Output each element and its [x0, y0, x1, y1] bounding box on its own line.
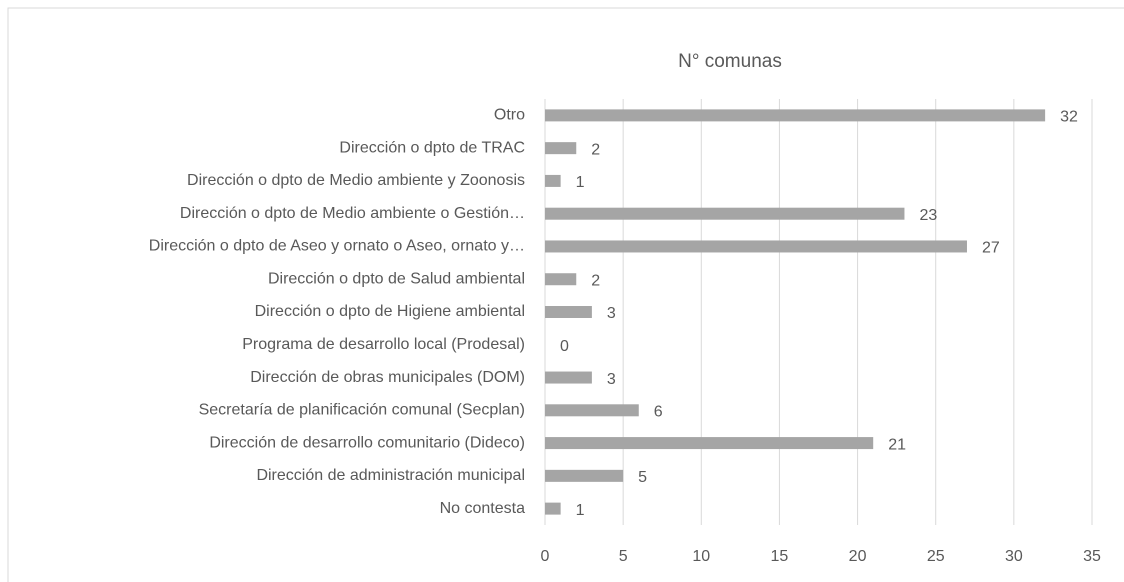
y-tick-label: Otro — [494, 107, 525, 124]
x-tick-label: 35 — [1083, 548, 1101, 565]
data-label: 21 — [888, 436, 906, 453]
bar — [545, 371, 592, 384]
x-tick-label: 20 — [849, 548, 867, 565]
bar — [545, 469, 624, 482]
y-tick-label: Secretaría de planificación comunal (Sec… — [199, 402, 525, 419]
data-label: 2 — [591, 141, 600, 158]
data-label: 32 — [1060, 109, 1078, 126]
x-tick-label: 25 — [927, 548, 945, 565]
bar — [545, 273, 577, 286]
y-tick-label: Dirección o dpto de TRAC — [339, 139, 525, 156]
data-label: 1 — [576, 502, 585, 519]
y-tick-label: Dirección o dpto de Aseo y ornato o Aseo… — [149, 238, 525, 255]
y-tick-label: Programa de desarrollo local (Prodesal) — [242, 336, 525, 353]
bar — [545, 502, 561, 515]
bar — [545, 240, 967, 253]
data-label: 5 — [638, 469, 647, 486]
y-tick-label: Dirección o dpto de Higiene ambiental — [255, 303, 525, 320]
y-tick-label: Dirección o dpto de Salud ambiental — [268, 270, 525, 287]
x-tick-label: 0 — [541, 548, 550, 565]
chart-frame — [7, 7, 1124, 582]
y-tick-label: Dirección de obras municipales (DOM) — [250, 369, 525, 386]
data-label: 0 — [560, 338, 569, 355]
bar — [545, 109, 1046, 122]
bar — [545, 174, 561, 187]
y-tick-label: No contesta — [440, 500, 525, 517]
data-label: 2 — [591, 272, 600, 289]
y-tick-label: Dirección de desarrollo comunitario (Did… — [209, 434, 525, 451]
x-tick-label: 30 — [1005, 548, 1023, 565]
y-tick-label: Dirección o dpto de Medio ambiente o Ges… — [180, 205, 525, 222]
y-tick-label: Dirección de administración municipal — [256, 467, 525, 484]
data-label: 6 — [654, 404, 663, 421]
data-label: 1 — [576, 174, 585, 191]
bar — [545, 207, 905, 220]
bar — [545, 404, 639, 417]
x-tick-label: 10 — [692, 548, 710, 565]
x-tick-label: 15 — [771, 548, 789, 565]
x-tick-label: 5 — [619, 548, 628, 565]
bar — [545, 437, 874, 450]
data-label: 3 — [607, 305, 616, 322]
data-label: 27 — [982, 240, 1000, 257]
chart-title: N° comunas — [678, 51, 782, 72]
y-tick-label: Dirección o dpto de Medio ambiente y Zoo… — [187, 172, 525, 189]
data-label: 3 — [607, 371, 616, 388]
bar — [545, 142, 577, 155]
bar — [545, 306, 592, 318]
data-label: 23 — [919, 207, 937, 224]
